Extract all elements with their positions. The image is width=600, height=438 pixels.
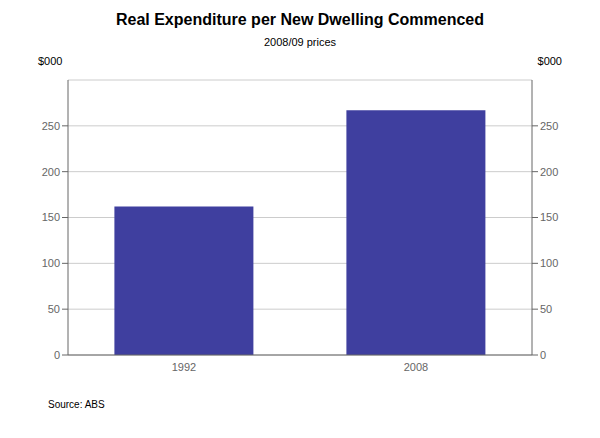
- html-text:$000: $000: [537, 55, 562, 67]
- svg-text:50: 50: [48, 303, 60, 315]
- svg-text:0: 0: [540, 349, 546, 361]
- svg-text:250: 250: [540, 120, 558, 132]
- svg-text:50: 50: [540, 303, 552, 315]
- svg-text:1992: 1992: [172, 361, 196, 373]
- svg-text:150: 150: [42, 211, 60, 223]
- html-text:2008/09 prices: 2008/09 prices: [263, 36, 337, 48]
- svg-text:100: 100: [540, 257, 558, 269]
- svg-text:200: 200: [540, 166, 558, 178]
- html-text:$000: $000: [38, 55, 63, 67]
- svg-text:2008: 2008: [404, 361, 428, 373]
- svg-text:0: 0: [54, 349, 60, 361]
- html-text:Source: ABS: Source: ABS: [48, 399, 105, 410]
- html-text:Real Expenditure per New Dwell: Real Expenditure per New Dwelling Commen…: [116, 11, 484, 28]
- svg-text:200: 200: [42, 166, 60, 178]
- svg-text:250: 250: [42, 120, 60, 132]
- svg-text:150: 150: [540, 211, 558, 223]
- svg-text:100: 100: [42, 257, 60, 269]
